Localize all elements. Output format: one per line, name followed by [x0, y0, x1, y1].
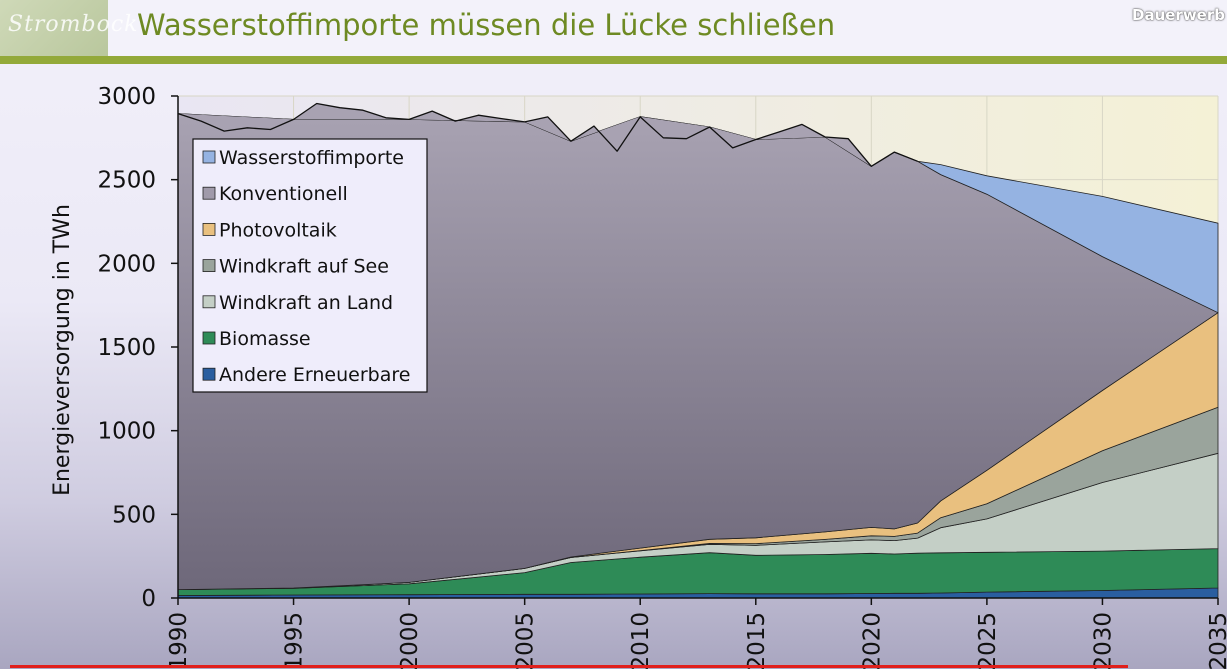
legend-label: Konventionell	[219, 183, 348, 205]
x-tick-label: 2010	[628, 612, 654, 669]
y-tick-label: 0	[141, 586, 156, 612]
legend-label: Windkraft an Land	[219, 292, 393, 314]
total-line	[177, 102, 918, 167]
legend: Wasserstoffimporte Konventionell Photovolt…	[192, 138, 428, 393]
x-tick-label: 2000	[397, 612, 423, 669]
header: Strombock Wasserstoffimporte müssen die …	[0, 0, 1227, 56]
page-title: Wasserstoffimporte müssen die Lücke schl…	[137, 8, 836, 42]
legend-swatch	[202, 186, 216, 200]
x-tick-label: 1995	[282, 612, 308, 669]
x-tick-label: 2025	[975, 612, 1001, 669]
logo-text: Strombock	[8, 12, 139, 37]
total-supply-line	[177, 102, 918, 167]
y-tick-labels: 0 500 1000 1500 2000 2500 3000	[97, 84, 156, 612]
stacked-area-chart: 0 500 1000 1500 2000 2500 3000 1990 1995 2000 200…	[50, 84, 1227, 669]
x-tick-labels: 1990 1995 2000 2005 2010 2015 2020 2025 2030 2035	[166, 612, 1227, 669]
progress-line	[10, 665, 1128, 668]
y-tick-label: 1500	[97, 335, 156, 361]
y-tick-label: 1000	[97, 419, 156, 445]
title-underline	[0, 56, 1227, 64]
legend-swatch	[202, 222, 216, 236]
legend-label: Andere Erneuerbare	[219, 364, 410, 386]
y-tick-label: 2000	[97, 251, 156, 277]
legend-label: Biomasse	[219, 328, 311, 350]
x-tick-label: 2030	[1090, 612, 1116, 669]
y-axis-label: Energieversorgung in TWh	[50, 204, 75, 496]
legend-swatch	[202, 295, 216, 309]
legend-box	[192, 138, 428, 393]
x-tick-label: 1990	[166, 612, 192, 669]
legend-swatch	[202, 331, 216, 345]
legend-swatch	[202, 259, 216, 273]
x-tick-label: 2035	[1206, 612, 1227, 669]
logo: Strombock	[0, 0, 138, 56]
x-tick-label: 2020	[859, 612, 885, 669]
area-konventionell-detail	[178, 103, 918, 167]
legend-label: Wasserstoffimporte	[219, 147, 404, 169]
y-tick-label: 2500	[97, 168, 156, 194]
y-tick-label: 3000	[97, 84, 156, 110]
x-tick-label: 2015	[744, 612, 770, 669]
legend-swatch	[202, 150, 216, 164]
area-series	[177, 113, 1219, 599]
x-tick-label: 2005	[513, 612, 539, 669]
legend-label: Windkraft auf See	[219, 256, 389, 278]
legend-swatch	[202, 367, 216, 381]
y-tick-label: 500	[112, 502, 156, 528]
advertising-tag: Dauerwerb	[1132, 6, 1225, 24]
legend-label: Photovoltaik	[219, 219, 337, 241]
axes	[171, 95, 1219, 605]
